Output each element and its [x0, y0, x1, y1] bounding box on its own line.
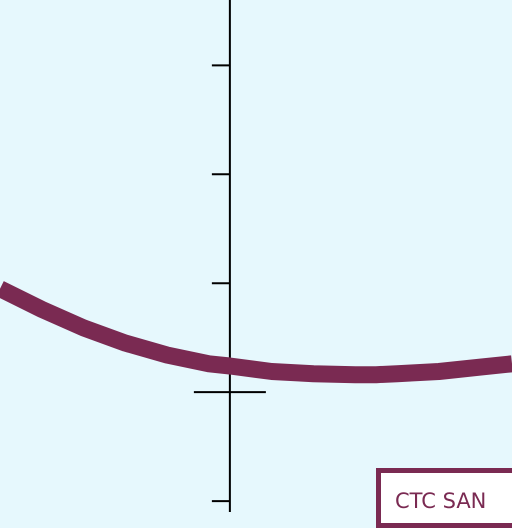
watermark-label: CTC SAN [376, 468, 512, 528]
chart-canvas [0, 0, 512, 512]
series-line [0, 281, 512, 384]
